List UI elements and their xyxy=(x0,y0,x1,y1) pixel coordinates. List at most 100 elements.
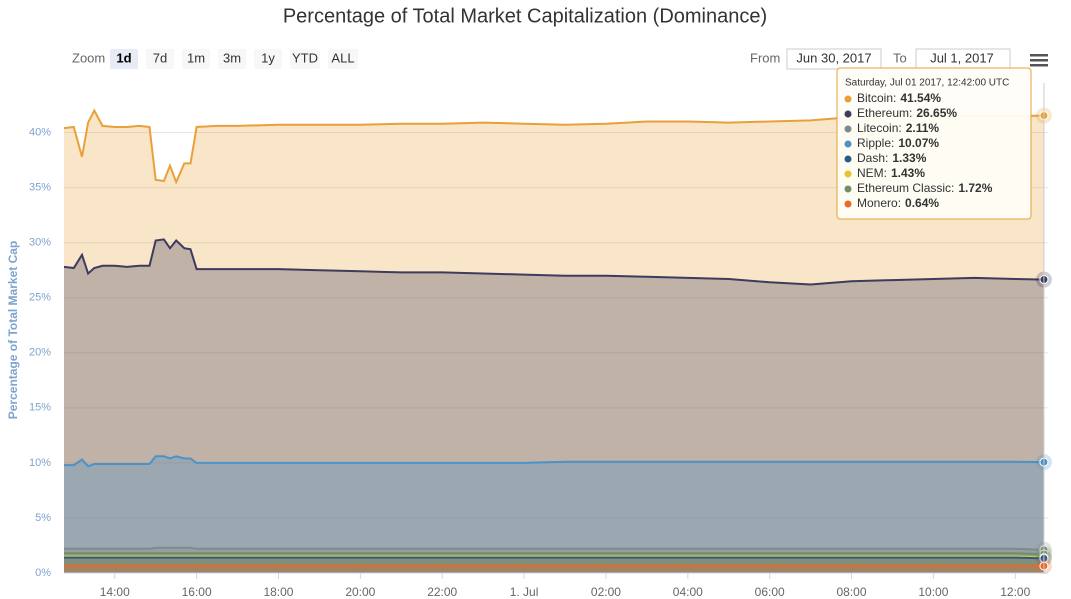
x-tick-label: 14:00 xyxy=(100,585,130,599)
y-tick-label: 0% xyxy=(35,567,51,579)
tooltip-row: Ethereum: 26.65% xyxy=(857,106,957,120)
tooltip-value: 1.43% xyxy=(891,166,925,180)
zoom-button[interactable]: 7d xyxy=(146,49,174,69)
y-tick-label: 35% xyxy=(29,182,51,194)
button-label: 1m xyxy=(187,50,205,65)
tooltip-value: 2.11% xyxy=(906,121,940,135)
zoom-button[interactable]: 1y xyxy=(254,49,282,69)
button-bg xyxy=(110,49,138,69)
tooltip-name: Litecoin: xyxy=(857,121,902,135)
button-label: 1d xyxy=(116,50,131,65)
series-area xyxy=(64,565,1044,573)
y-tick-label: 5% xyxy=(35,512,51,524)
x-tick-label: 08:00 xyxy=(837,585,867,599)
tooltip-row: Dash: 1.33% xyxy=(857,151,927,165)
tooltip-dot xyxy=(844,140,852,148)
menu-bar xyxy=(1030,59,1048,62)
tooltip-name: Ethereum: xyxy=(857,106,912,120)
y-tick-label: 30% xyxy=(29,237,51,249)
x-tick-label: 1. Jul xyxy=(510,585,539,599)
series-line[interactable]: Litecoin xyxy=(64,546,1044,551)
y-tick-label: 25% xyxy=(29,292,51,304)
y-tick-label: 20% xyxy=(29,347,51,359)
tooltip-name: Ethereum Classic: xyxy=(857,181,954,195)
button-label: YTD xyxy=(292,50,318,65)
button-label: 3m xyxy=(223,50,241,65)
tooltip-dot xyxy=(844,200,852,208)
button-bg xyxy=(182,49,210,69)
y-tick-label: 40% xyxy=(29,126,51,138)
tooltip-value: 1.33% xyxy=(892,151,926,165)
x-tick-label: 22:00 xyxy=(427,585,457,599)
series-area xyxy=(64,110,1044,573)
tooltip-name: NEM: xyxy=(857,166,887,180)
tooltip-dot xyxy=(844,125,852,133)
zoom-label: Zoom xyxy=(72,50,105,65)
tooltip-dot xyxy=(844,110,852,118)
tooltip-value: 1.72% xyxy=(958,181,992,195)
button-bg xyxy=(254,49,282,69)
to-label: To xyxy=(893,50,907,65)
x-tick-label: 12:00 xyxy=(1000,585,1030,599)
series-line[interactable]: Ripple xyxy=(64,455,1044,468)
tooltip-row: Ethereum Classic: 1.72% xyxy=(857,181,993,195)
y-tick-label: 10% xyxy=(29,457,51,469)
tooltip-value: 41.54% xyxy=(900,91,941,105)
menu-icon[interactable] xyxy=(1030,54,1048,67)
button-label: 1y xyxy=(261,50,275,65)
tooltip-dot xyxy=(844,95,852,103)
series-line[interactable]: NEM xyxy=(64,555,1044,559)
series-area xyxy=(64,239,1044,573)
button-bg xyxy=(146,49,174,69)
x-tick-label: 06:00 xyxy=(755,585,785,599)
button-bg xyxy=(328,49,358,69)
tooltip-name: Monero: xyxy=(857,196,901,210)
from-label: From xyxy=(750,50,780,65)
series-line[interactable]: Ethereum xyxy=(63,238,1044,286)
button-bg xyxy=(290,49,320,69)
zoom-button[interactable]: 1d xyxy=(110,49,138,69)
x-tick-label: 04:00 xyxy=(673,585,703,599)
series-line[interactable]: Dash xyxy=(64,556,1044,560)
tooltip-name: Ripple: xyxy=(857,136,894,150)
button-label: 7d xyxy=(153,50,167,65)
tooltip-name: Dash: xyxy=(857,151,888,165)
tooltip-name: Bitcoin: xyxy=(857,91,896,105)
x-tick-label: 10:00 xyxy=(918,585,948,599)
series-line[interactable]: Ethereum Classic xyxy=(64,552,1044,556)
tooltip-dot xyxy=(844,155,852,163)
from-value: Jun 30, 2017 xyxy=(796,50,871,65)
x-tick-label: 02:00 xyxy=(591,585,621,599)
button-bg xyxy=(218,49,246,69)
tooltip-value: 10.07% xyxy=(898,136,939,150)
tooltip-dot xyxy=(844,185,852,193)
zoom-button[interactable]: YTD xyxy=(290,49,320,69)
tooltip-row: Monero: 0.64% xyxy=(857,196,939,210)
tooltip-dot xyxy=(844,170,852,178)
tooltip-row: Litecoin: 2.11% xyxy=(857,121,939,135)
tooltip-value: 26.65% xyxy=(916,106,957,120)
tooltip-row: Ripple: 10.07% xyxy=(857,136,939,150)
series-line[interactable]: Bitcoin xyxy=(63,108,1044,185)
tooltip-box xyxy=(836,67,1032,220)
chart-title: Percentage of Total Market Capitalizatio… xyxy=(283,5,767,27)
zoom-button[interactable]: ALL xyxy=(328,49,358,69)
y-axis-title: Percentage of Total Market Cap xyxy=(6,241,20,420)
menu-bar xyxy=(1030,54,1048,57)
from-input[interactable] xyxy=(786,48,882,70)
x-tick-label: 16:00 xyxy=(182,585,212,599)
y-tick-label: 15% xyxy=(29,402,51,414)
tooltip-value: 0.64% xyxy=(905,196,939,210)
zoom-button[interactable]: 1m xyxy=(182,49,210,69)
button-label: ALL xyxy=(331,50,354,65)
to-value: Jul 1, 2017 xyxy=(930,50,994,65)
series-area xyxy=(64,456,1044,573)
tooltip-row: Bitcoin: 41.54% xyxy=(857,91,941,105)
x-tick-label: 20:00 xyxy=(345,585,375,599)
tooltip-row: NEM: 1.43% xyxy=(857,166,925,180)
tooltip-header: Saturday, Jul 01 2017, 12:42:00 UTC xyxy=(845,78,1009,89)
zoom-button[interactable]: 3m xyxy=(218,49,246,69)
x-tick-label: 18:00 xyxy=(263,585,293,599)
menu-bar xyxy=(1030,64,1048,67)
